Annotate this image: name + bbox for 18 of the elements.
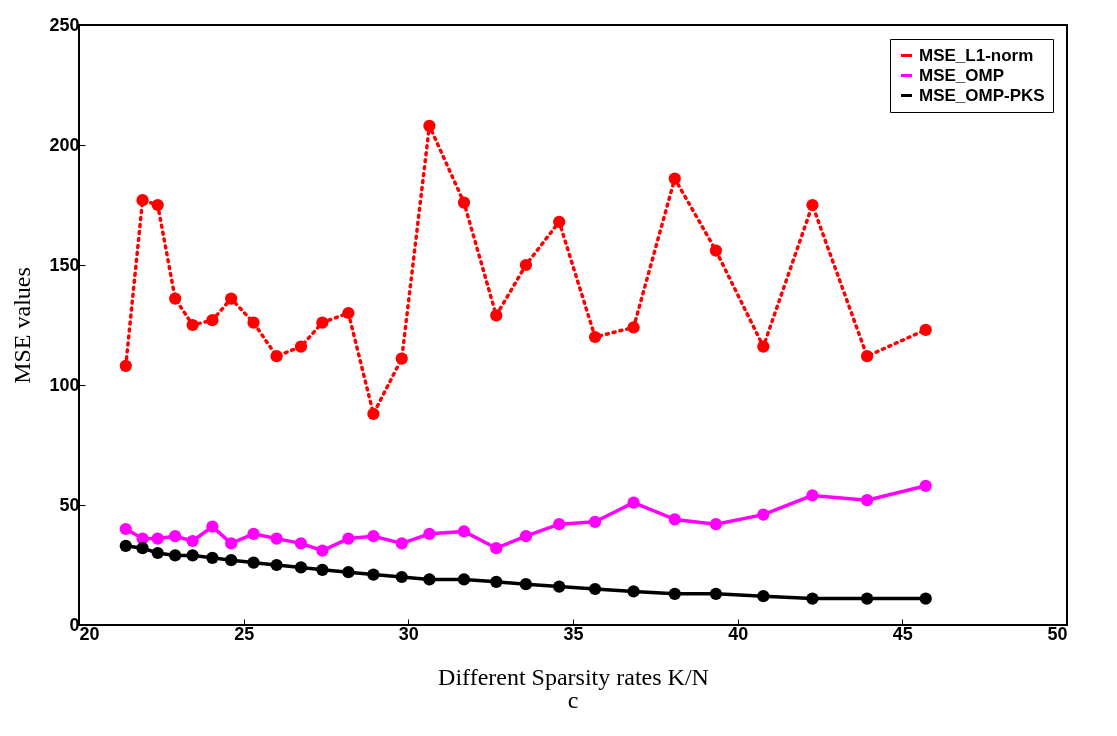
legend-label: MSE_L1-norm <box>919 45 1034 65</box>
x-tick-label: 35 <box>563 623 584 644</box>
x-tick-label: 25 <box>234 623 255 644</box>
x-tick-label: 50 <box>1047 623 1068 644</box>
y-tick-label: 100 <box>49 374 80 395</box>
x-tick-label: 30 <box>398 623 419 644</box>
legend-label: MSE_OMP <box>919 65 1005 85</box>
y-tick-label: 150 <box>49 254 80 275</box>
x-tick-label: 45 <box>892 623 913 644</box>
y-tick-label: 50 <box>59 494 80 515</box>
y-axis-title: MSE values <box>9 267 36 384</box>
y-tick-label: 200 <box>49 134 80 155</box>
x-tick-label: 40 <box>728 623 749 644</box>
x-tick-label: 20 <box>79 623 100 644</box>
x-axis-title: Different Sparsity rates K/N <box>438 663 709 690</box>
legend-label: MSE_OMP-PKS <box>919 85 1045 105</box>
y-tick-label: 250 <box>49 14 80 35</box>
text: c <box>567 687 579 713</box>
